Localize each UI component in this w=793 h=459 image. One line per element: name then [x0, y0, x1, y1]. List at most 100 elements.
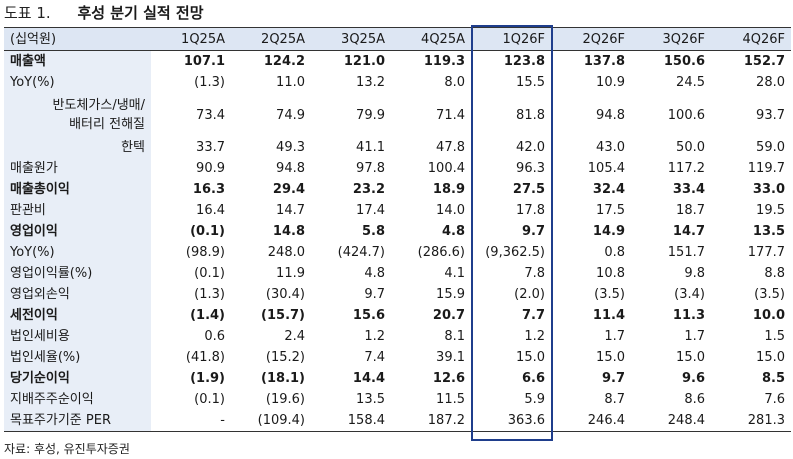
table-row: 당기순이익 (1.9) (18.1) 14.4 12.6 6.6 9.7 9.6 8.5: [4, 368, 791, 389]
table-cell: 8.6: [684, 392, 705, 407]
table-cell: 81.8: [516, 107, 545, 123]
table-cell: 9.6: [681, 371, 705, 386]
row-label: YoY(%): [4, 242, 151, 263]
table-cell: (2.0): [514, 287, 545, 302]
table-cell: 43.0: [596, 140, 625, 155]
row-label: 매출액: [4, 50, 151, 72]
row-label: 목표주가기준 PER: [4, 410, 151, 432]
table-cell: 16.3: [192, 182, 225, 197]
table-cell: (424.7): [337, 245, 385, 260]
header-4q25a: 4Q25A: [391, 27, 471, 51]
table-cell: 93.7: [756, 107, 785, 123]
table-cell: (98.9): [185, 245, 225, 260]
table-cell: 100.4: [427, 161, 465, 176]
table-cell: 15.0: [516, 350, 545, 365]
table-cell: 0.6: [204, 329, 225, 344]
table-cell: (0.1): [194, 266, 225, 281]
header-4q26f: 4Q26F: [711, 27, 791, 51]
table-cell: 137.8: [583, 54, 625, 69]
table-cell: (15.7): [261, 308, 305, 323]
table-cell: 17.8: [516, 203, 545, 218]
table-cell: 10.9: [596, 75, 625, 90]
table-cell: 94.8: [276, 161, 305, 176]
table-cell: 49.3: [276, 140, 305, 155]
table-cell: (19.6): [265, 392, 305, 407]
table-cell: 28.0: [756, 75, 785, 90]
table-cell: 8.7: [604, 392, 625, 407]
table-cell: 33.0: [752, 182, 785, 197]
table-row: 한텍 33.7 49.3 41.1 47.8 42.0 43.0 50.0 59.0: [4, 137, 791, 158]
table-cell: 1.2: [524, 329, 545, 344]
table-cell: 20.7: [432, 308, 465, 323]
row-label: 한텍: [4, 137, 151, 158]
table-cell: (1.3): [194, 287, 225, 302]
table-row: 매출액 107.1 124.2 121.0 119.3 123.8 137.8 150.6 15…: [4, 50, 791, 72]
table-cell: 15.0: [676, 350, 705, 365]
table-cell: 17.4: [356, 203, 385, 218]
source-note: 자료: 후성, 유진투자증권: [4, 442, 130, 456]
table-cell: 94.8: [596, 107, 625, 123]
header-2q26f: 2Q26F: [551, 27, 631, 51]
header-unit: (십억원): [4, 27, 151, 51]
table-cell: 4.8: [364, 266, 385, 281]
table-cell: 14.8: [272, 224, 305, 239]
header-2q25a: 2Q25A: [231, 27, 311, 51]
table-cell: 4.1: [444, 266, 465, 281]
table-cell: 13.2: [356, 75, 385, 90]
table-cell: 13.5: [356, 392, 385, 407]
table-cell: 50.0: [676, 140, 705, 155]
table-cell: 14.7: [672, 224, 705, 239]
table-row: 목표주가기준 PER - (109.4) 158.4 187.2 363.6 246.4 24…: [4, 410, 791, 432]
row-label: 판관비: [4, 200, 151, 221]
table-cell: 11.9: [276, 266, 305, 281]
table-cell: 281.3: [711, 410, 791, 432]
table-cell: 29.4: [272, 182, 305, 197]
table-cell: (1.9): [190, 371, 225, 386]
table-cell: 11.0: [276, 75, 305, 90]
row-label: 영업이익: [4, 221, 151, 242]
table-cell: 2.4: [284, 329, 305, 344]
table-row: 반도체가스/냉매/배터리 전해질 73.4 74.9 79.9 71.4 81.8 94.8…: [4, 93, 791, 137]
table-cell: 79.9: [356, 107, 385, 123]
figure-title: 도표 1. 후성 분기 실적 전망: [4, 2, 204, 24]
table-row: 판관비 16.4 14.7 17.4 14.0 17.8 17.5 18.7 19.5: [4, 200, 791, 221]
table-cell: 8.8: [764, 266, 785, 281]
table-cell: 10.8: [596, 266, 625, 281]
row-label: 매출원가: [4, 158, 151, 179]
table-cell: 9.8: [684, 266, 705, 281]
table-cell: 18.7: [676, 203, 705, 218]
table-cell: 1.5: [764, 329, 785, 344]
quarterly-earnings-table: (십억원) 1Q25A 2Q25A 3Q25A 4Q25A 1Q26F 2Q26…: [4, 27, 791, 432]
table-cell: 13.5: [752, 224, 785, 239]
table-cell: 7.7: [521, 308, 545, 323]
table-cell: (3.5): [594, 287, 625, 302]
table-cell: 6.6: [521, 371, 545, 386]
header-3q26f: 3Q26F: [631, 27, 711, 51]
table-cell: 7.6: [764, 392, 785, 407]
row-label-line: 반도체가스/냉매/: [52, 98, 145, 113]
table-cell: 15.0: [596, 350, 625, 365]
table-cell: 7.8: [524, 266, 545, 281]
table-cell: 5.8: [361, 224, 385, 239]
table-cell: 7.4: [364, 350, 385, 365]
figure-number: 도표 1.: [4, 4, 51, 22]
table-cell: 32.4: [592, 182, 625, 197]
table-cell: (3.5): [754, 287, 785, 302]
table-cell: -: [151, 410, 231, 432]
table-cell: (9,362.5): [485, 245, 545, 260]
table-cell: 187.2: [391, 410, 471, 432]
table-row: 매출원가 90.9 94.8 97.8 100.4 96.3 105.4 117.2 119.7: [4, 158, 791, 179]
table-cell: 14.9: [592, 224, 625, 239]
table-cell: 18.9: [432, 182, 465, 197]
table-cell: 59.0: [756, 140, 785, 155]
table-cell: (1.4): [190, 308, 225, 323]
table-cell: (18.1): [261, 371, 305, 386]
table-cell: 105.4: [587, 161, 625, 176]
table-cell: 97.8: [356, 161, 385, 176]
table-row: 매출총이익 16.3 29.4 23.2 18.9 27.5 32.4 33.4 33.0: [4, 179, 791, 200]
table-row: 영업외손익 (1.3) (30.4) 9.7 15.9 (2.0) (3.5) (3.4) (3…: [4, 284, 791, 305]
table-cell: 14.4: [352, 371, 385, 386]
table-cell: 11.5: [436, 392, 465, 407]
table-cell: 248.4: [631, 410, 711, 432]
table-cell: 39.1: [436, 350, 465, 365]
